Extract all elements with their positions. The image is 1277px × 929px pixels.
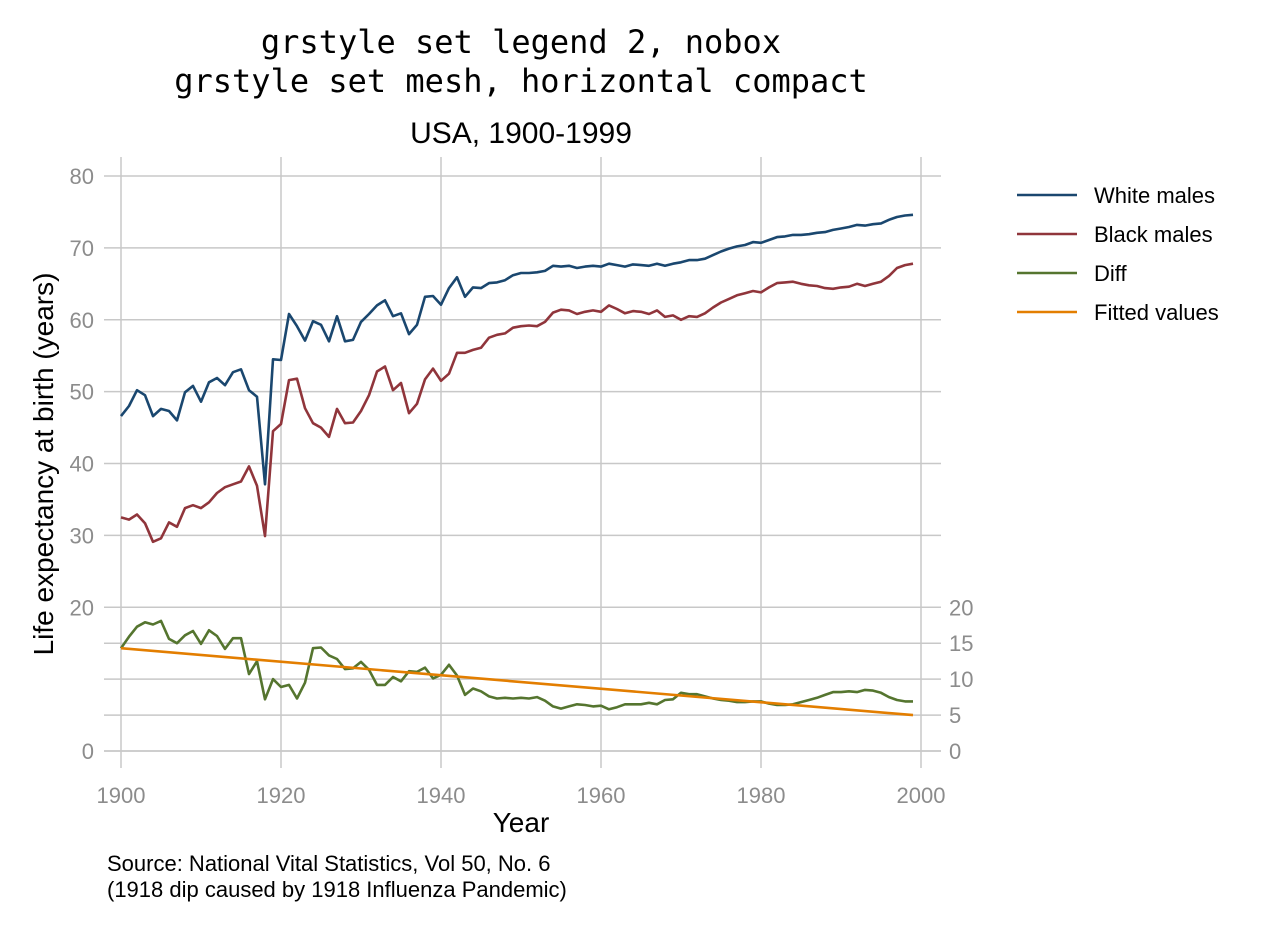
chart-title-line-2: grstyle set mesh, horizontal compact — [174, 62, 868, 100]
x-axis-title: Year — [493, 807, 550, 838]
series-line-black-males — [120, 262, 914, 544]
legend-label-fitted-values: Fitted values — [1094, 300, 1219, 325]
x-tick-label: 1920 — [257, 783, 306, 808]
legend-label-black-males: Black males — [1094, 222, 1213, 247]
source-note-line-1: Source: National Vital Statistics, Vol 5… — [107, 851, 551, 876]
x-tick-label: 1940 — [417, 783, 466, 808]
chart-subtitle: USA, 1900-1999 — [410, 117, 632, 150]
legend-label-white-males: White males — [1094, 183, 1215, 208]
y-tick-label-left: 60 — [70, 308, 94, 333]
x-tick-label: 2000 — [897, 783, 946, 808]
y-tick-label-right: 10 — [949, 667, 973, 692]
y-tick-label-right: 0 — [949, 739, 961, 764]
y-tick-label-right: 20 — [949, 595, 973, 620]
y-tick-label-left: 80 — [70, 164, 94, 189]
x-tick-label: 1980 — [737, 783, 786, 808]
series-line-diff — [119, 619, 913, 711]
source-note-line-2: (1918 dip caused by 1918 Influenza Pande… — [107, 877, 567, 902]
axis-tick-labels: 1900 1920 1940 1960 1980 20000203040506070800… — [70, 164, 974, 808]
series-line-fitted-values — [120, 646, 914, 717]
y-tick-label-left: 40 — [70, 452, 94, 477]
x-tick-label: 1900 — [97, 783, 146, 808]
chart-title-line-1: grstyle set legend 2, nobox — [261, 23, 781, 61]
series-line-white-males — [119, 213, 914, 486]
y-tick-label-left: 70 — [70, 236, 94, 261]
legend-label-diff: Diff — [1094, 261, 1127, 286]
y-tick-label-left: 20 — [70, 595, 94, 620]
legend: White males Black males Diff Fitted values — [1017, 183, 1219, 325]
grid-lines — [104, 157, 941, 768]
y-axis-title: Life expectancy at birth (years) — [28, 273, 59, 656]
y-tick-label-left: 0 — [82, 739, 94, 764]
x-tick-label: 1960 — [577, 783, 626, 808]
series-lines — [119, 213, 914, 717]
y-tick-label-right: 15 — [949, 631, 973, 656]
y-tick-label-left: 30 — [70, 523, 94, 548]
y-tick-label-right: 5 — [949, 703, 961, 728]
y-tick-label-left: 50 — [70, 380, 94, 405]
